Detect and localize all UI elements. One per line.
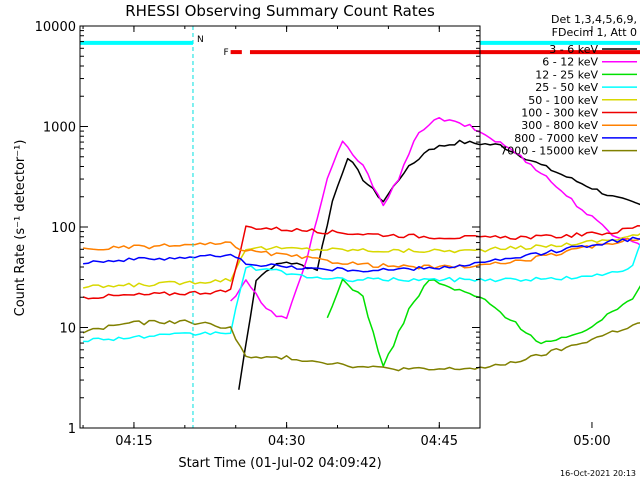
series-layer	[82, 116, 640, 390]
legend-header-line-1: Det 1,3,4,5,6,9,	[551, 13, 637, 26]
chart-title: RHESSI Observing Summary Count Rates	[125, 2, 435, 20]
legend-label: 800 - 7000 keV	[514, 132, 598, 145]
series-line-100-300keV	[82, 224, 640, 300]
x-tick-label: 05:00	[573, 434, 610, 449]
x-tick-label: 04:15	[115, 434, 152, 449]
x-tick-label: 04:30	[268, 434, 305, 449]
legend-label: 25 - 50 keV	[535, 81, 598, 94]
series-line-800-7000keV	[83, 236, 640, 273]
generation-timestamp: 16-Oct-2021 20:13	[560, 469, 636, 478]
legend-header-line-2: FDecim 1, Att 0	[552, 26, 637, 39]
legend-label: 7000 - 15000 keV	[500, 145, 598, 158]
flag-label: F	[223, 48, 228, 58]
series-line-300-800keV	[82, 237, 640, 270]
legend: Det 1,3,4,5,6,9, FDecim 1, Att 0 3 - 6 k…	[500, 13, 637, 158]
legend-label: 50 - 100 keV	[528, 94, 598, 107]
y-tick-label: 1	[68, 422, 76, 437]
legend-label: 100 - 300 keV	[521, 107, 598, 120]
y-tick-label: 100	[51, 221, 76, 236]
legend-label: 3 - 6 keV	[549, 43, 598, 56]
night-label: N	[197, 35, 204, 45]
axis-layer: 04:1504:3004:4505:0005:1505:3005:4511010…	[35, 20, 611, 449]
x-axis-label: Start Time (01-Jul-02 04:09:42)	[178, 456, 381, 471]
y-tick-label: 1000	[43, 121, 76, 136]
series-line-6-12keV	[230, 116, 640, 320]
y-tick-label: 10000	[35, 20, 76, 35]
legend-label: 6 - 12 keV	[542, 56, 598, 69]
series-line-7000-15000keV	[82, 319, 640, 372]
series-line-3-6keV	[238, 139, 640, 390]
flag-layer: F	[223, 48, 640, 58]
y-axis-label: Count Rate (s⁻¹ detector⁻¹)	[13, 140, 28, 317]
y-tick-label: 10	[59, 322, 76, 337]
x-tick-label: 04:45	[421, 434, 458, 449]
legend-label: 300 - 800 keV	[521, 119, 598, 132]
series-line-12-25keV	[326, 278, 640, 367]
legend-label: 12 - 25 keV	[535, 68, 598, 81]
series-line-25-50keV	[83, 242, 640, 343]
